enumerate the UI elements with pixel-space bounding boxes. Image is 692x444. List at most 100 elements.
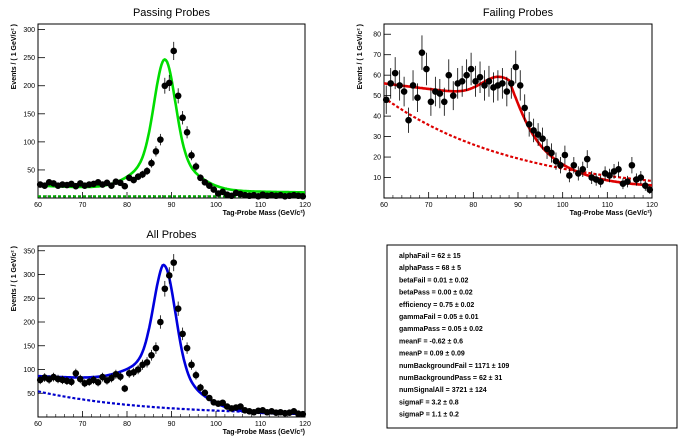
x-tick-label: 110 (602, 202, 613, 209)
data-point (400, 88, 408, 95)
data-point (512, 63, 520, 71)
fit-parameter-line: numBackgroundFail = 1171 ± 109 (399, 363, 509, 370)
y-tick-label: 30 (373, 134, 381, 141)
data-point (201, 389, 209, 397)
data-point (539, 135, 546, 142)
y-tick-label: 70 (373, 52, 381, 59)
data-point (499, 80, 506, 87)
x-tick-label: 80 (123, 202, 131, 209)
data-point (409, 82, 417, 89)
y-tick-label: 150 (23, 111, 35, 118)
data-point (387, 80, 395, 87)
fit-parameter-line: alphaPass = 68 ± 5 (399, 265, 461, 272)
plot-panels: Passing Probes 60 70 80 90 100 110 120 50 100 150 2… (11, 7, 658, 436)
x-axis-label: Tag-Probe Mass (GeV/c²) (223, 429, 305, 436)
x-tick-label: 100 (210, 421, 222, 428)
y-tick-label: 100 (23, 367, 35, 374)
fit-parameter-line: numBackgroundPass = 62 ± 31 (399, 375, 502, 382)
y-axis-label: Events / ( 1 GeV/c² ) (11, 24, 18, 89)
y-tick-label: 50 (373, 93, 381, 100)
y-tick-label: 60 (373, 73, 381, 80)
data-point (396, 82, 403, 89)
y-axis-label: Events / ( 1 GeV/c² ) (11, 246, 18, 311)
y-tick-label: 200 (23, 320, 35, 327)
data-point (170, 47, 178, 55)
chart-panel-2: Failing Probes 60 70 80 90 100 110 120 10 20 30 40 5… (357, 7, 658, 217)
data-point (148, 351, 155, 359)
data-point (583, 155, 591, 163)
data-point (628, 161, 636, 169)
data-point (299, 193, 307, 200)
data-point (192, 371, 200, 379)
y-tick-label: 300 (23, 27, 35, 34)
data-point (552, 157, 560, 165)
data-point (391, 69, 399, 77)
x-tick-label: 60 (380, 202, 388, 209)
total-fit-curve (37, 263, 306, 416)
data-point (170, 259, 178, 266)
total-fit-curve (383, 75, 653, 187)
chart-title: Failing Probes (483, 7, 554, 19)
data-point (157, 318, 164, 326)
data-point (179, 114, 186, 122)
data-point (423, 65, 430, 73)
y-tick-label: 50 (27, 391, 35, 398)
data-point (516, 82, 524, 89)
fit-parameters-box: alphaFail = 62 ± 15 alphaPass = 68 ± 5 bet… (386, 244, 678, 429)
y-tick-label: 100 (23, 139, 35, 146)
fit-parameter-line: gammaPass = 0.05 ± 0.02 (399, 326, 483, 333)
data-point (174, 92, 182, 100)
y-tick-label: 200 (23, 83, 35, 90)
data-point (183, 129, 191, 136)
data-point (152, 148, 160, 155)
data-point (472, 78, 479, 85)
x-tick-label: 70 (425, 202, 433, 209)
data-point (485, 78, 493, 85)
data-point (530, 127, 537, 134)
data-point (121, 182, 129, 190)
data-point (197, 384, 204, 391)
data-point (219, 399, 226, 407)
x-tick-label: 120 (299, 421, 311, 428)
data-point (174, 305, 182, 313)
data-point (606, 172, 613, 179)
total-fit-curve (38, 58, 305, 194)
data-point (161, 285, 169, 293)
data-point (72, 370, 80, 377)
data-point (467, 65, 475, 73)
x-tick-label: 100 (557, 202, 569, 209)
data-point (579, 166, 587, 173)
data-point (624, 178, 631, 185)
data-point (165, 79, 173, 87)
data-point (570, 161, 578, 169)
x-tick-label: 120 (299, 202, 311, 209)
x-tick-label: 70 (79, 421, 87, 428)
data-point (521, 104, 528, 112)
data-point (197, 174, 204, 182)
fit-parameter-line: meanP = 0.09 ± 0.09 (399, 351, 465, 358)
data-point (543, 145, 551, 153)
data-point (152, 344, 160, 352)
fit-parameters-frame (386, 244, 678, 429)
data-point (557, 161, 564, 169)
fit-parameter-line: meanF = -0.62 ± 0.6 (399, 338, 463, 345)
fit-parameter-line: efficiency = 0.75 ± 0.02 (399, 302, 474, 309)
data-point (94, 379, 102, 386)
x-tick-label: 60 (34, 421, 42, 428)
data-point (476, 73, 484, 81)
data-point (121, 385, 129, 392)
data-point (534, 131, 542, 138)
data-point (183, 344, 191, 352)
fit-parameter-line: alphaFail = 62 ± 15 (399, 253, 461, 260)
fit-parameter-line: sigmaP = 1.1 ± 0.2 (399, 412, 459, 419)
y-tick-label: 250 (23, 296, 35, 303)
data-point (441, 98, 448, 106)
data-point (427, 98, 435, 106)
data-point (157, 136, 164, 143)
fit-parameter-line: betaPass = 0.00 ± 0.02 (399, 290, 473, 297)
data-point (646, 186, 654, 194)
data-point (76, 375, 84, 383)
data-point (418, 49, 426, 56)
data-point (405, 116, 412, 124)
data-point (148, 159, 155, 167)
